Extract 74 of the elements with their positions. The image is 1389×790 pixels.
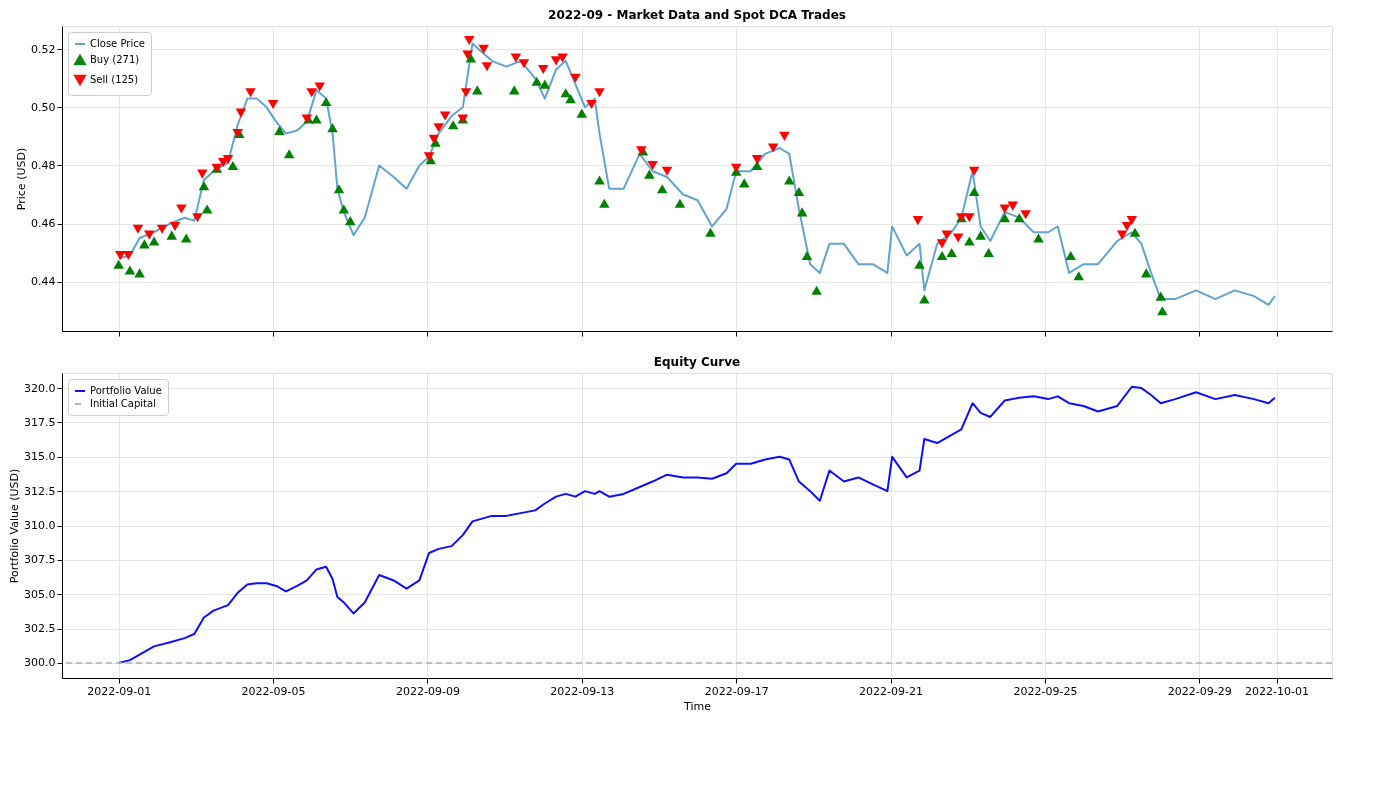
point bbox=[767, 143, 779, 153]
point bbox=[936, 239, 948, 249]
point bbox=[481, 62, 493, 72]
point bbox=[518, 59, 530, 69]
legend-label: Initial Capital bbox=[90, 398, 156, 409]
point bbox=[952, 233, 964, 243]
point bbox=[586, 99, 597, 109]
chart-title: Equity Curve bbox=[653, 355, 741, 369]
point bbox=[115, 250, 126, 261]
point bbox=[132, 224, 144, 234]
x-tick-label: 2022-09-29 bbox=[1167, 684, 1232, 698]
point bbox=[594, 88, 605, 98]
point bbox=[661, 166, 673, 176]
point bbox=[1020, 210, 1031, 220]
point bbox=[912, 216, 924, 226]
x-tick-label: 2022-09-05 bbox=[241, 684, 306, 698]
y-tick-label: 0.48 bbox=[31, 158, 56, 172]
legend-label: Close Price bbox=[90, 38, 145, 49]
point bbox=[235, 108, 247, 118]
y-tick-label: 312.5 bbox=[24, 484, 56, 498]
point bbox=[751, 155, 763, 165]
point bbox=[478, 44, 489, 54]
point bbox=[222, 155, 234, 165]
point bbox=[999, 204, 1010, 214]
point bbox=[433, 123, 444, 133]
y-tick-label: 0.52 bbox=[31, 42, 56, 56]
x-tick-label: 2022-09-17 bbox=[704, 684, 769, 698]
point bbox=[123, 250, 134, 261]
point bbox=[460, 88, 472, 98]
point bbox=[570, 73, 581, 83]
point bbox=[176, 204, 187, 214]
y-tick-label: 300.0 bbox=[24, 656, 56, 670]
y-tick-label: 310.0 bbox=[24, 519, 56, 532]
legend-label: Sell (125) bbox=[90, 74, 139, 85]
point bbox=[779, 131, 790, 141]
point bbox=[169, 221, 181, 231]
legend-label: Buy (271) bbox=[90, 54, 140, 65]
x-tick-label: 2022-09-25 bbox=[1013, 684, 1078, 698]
y-tick-label: 0.44 bbox=[31, 275, 56, 289]
point bbox=[557, 53, 568, 63]
point bbox=[245, 88, 256, 98]
x-tick-label: 2022-09-21 bbox=[859, 684, 924, 698]
point bbox=[968, 166, 980, 176]
point bbox=[464, 35, 475, 46]
y-axis-title: Portfolio Value (USD) bbox=[8, 468, 22, 584]
point bbox=[192, 213, 203, 223]
x-axis-title: Time bbox=[683, 699, 712, 713]
point bbox=[964, 213, 975, 223]
point bbox=[941, 230, 953, 240]
y-tick-label: 305.0 bbox=[24, 587, 56, 601]
point bbox=[314, 82, 325, 92]
point bbox=[647, 160, 658, 170]
point bbox=[306, 88, 317, 98]
point bbox=[1126, 216, 1138, 226]
point bbox=[510, 53, 522, 63]
x-tick-label: 2022-10-01 bbox=[1245, 684, 1309, 698]
x-tick-label: 2022-09-01 bbox=[87, 684, 152, 698]
x-tick-label: 2022-09-09 bbox=[395, 684, 460, 698]
point bbox=[197, 169, 208, 179]
x-tick-label: 2022-09-13 bbox=[550, 684, 615, 698]
legend-label: Portfolio Value bbox=[90, 385, 162, 396]
point bbox=[1116, 230, 1128, 240]
y-tick-label: 0.46 bbox=[31, 217, 56, 231]
point bbox=[537, 65, 549, 75]
y-tick-label: 307.5 bbox=[24, 553, 56, 567]
y-tick-label: 0.50 bbox=[31, 100, 56, 114]
point bbox=[156, 224, 168, 234]
y-tick-label: 317.5 bbox=[24, 415, 56, 429]
y-axis-title: Price (USD) bbox=[15, 147, 29, 211]
y-tick-label: 302.5 bbox=[24, 622, 56, 636]
point bbox=[267, 99, 279, 109]
y-tick-label: 315.0 bbox=[24, 450, 56, 464]
y-tick-label: 320.0 bbox=[24, 381, 56, 395]
chart-title: 2022-09 - Market Data and Spot DCA Trades bbox=[548, 8, 846, 22]
